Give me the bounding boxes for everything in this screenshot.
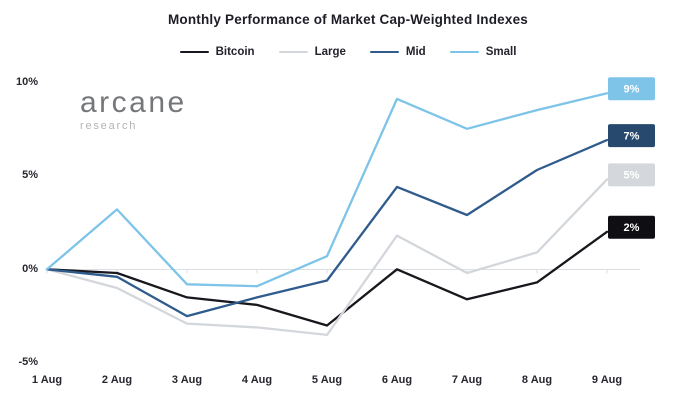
legend-item-bitcoin: Bitcoin — [179, 46, 255, 58]
legend-item-small: Small — [449, 46, 517, 58]
arcane-logo: arcane research — [80, 88, 187, 132]
series-line-mid — [45, 138, 609, 318]
end-badge-label: 2% — [624, 222, 640, 234]
chart-legend: Bitcoin Large Mid Small — [0, 46, 696, 58]
end-badge-large — [608, 163, 655, 187]
x-axis-label: 8 Aug — [521, 374, 553, 386]
end-badge-label: 9% — [624, 83, 640, 95]
legend-label: Bitcoin — [215, 46, 255, 58]
logo-brand-text: arcane — [80, 86, 187, 119]
legend-swatch-icon — [278, 50, 308, 54]
end-badge-label: 7% — [624, 130, 640, 142]
end-badge-label: 5% — [624, 170, 640, 182]
series-line-bitcoin — [45, 230, 609, 327]
end-badge-bitcoin — [608, 215, 655, 239]
legend-label: Large — [314, 46, 346, 58]
x-axis-label: 7 Aug — [451, 374, 483, 386]
x-axis-label: 6 Aug — [381, 374, 413, 386]
x-axis-label: 4 Aug — [241, 374, 273, 386]
x-axis-label: 3 Aug — [171, 374, 203, 386]
y-axis-label: -5% — [18, 356, 38, 369]
legend-swatch-icon — [369, 50, 399, 54]
x-axis-label: 5 Aug — [311, 374, 343, 386]
y-axis-label: 10% — [15, 75, 38, 88]
x-axis-label: 9 Aug — [591, 374, 623, 386]
end-badge-small — [608, 77, 655, 101]
legend-swatch-icon — [179, 50, 209, 54]
legend-label: Mid — [405, 46, 426, 58]
y-axis-label: 0% — [22, 262, 38, 275]
end-badge-mid — [608, 124, 655, 148]
chart-title: Monthly Performance of Market Cap-Weight… — [167, 12, 529, 27]
legend-swatch-icon — [449, 50, 479, 54]
legend-item-large: Large — [278, 46, 346, 58]
x-axis-label: 2 Aug — [101, 374, 133, 386]
series-line-large — [45, 178, 609, 337]
legend-item-mid: Mid — [369, 46, 426, 58]
series-line-small — [45, 92, 609, 288]
legend-label: Small — [485, 46, 517, 58]
y-axis-label: 5% — [22, 169, 38, 182]
x-axis-label: 1 Aug — [31, 374, 63, 386]
logo-sub-text: research — [80, 120, 138, 132]
